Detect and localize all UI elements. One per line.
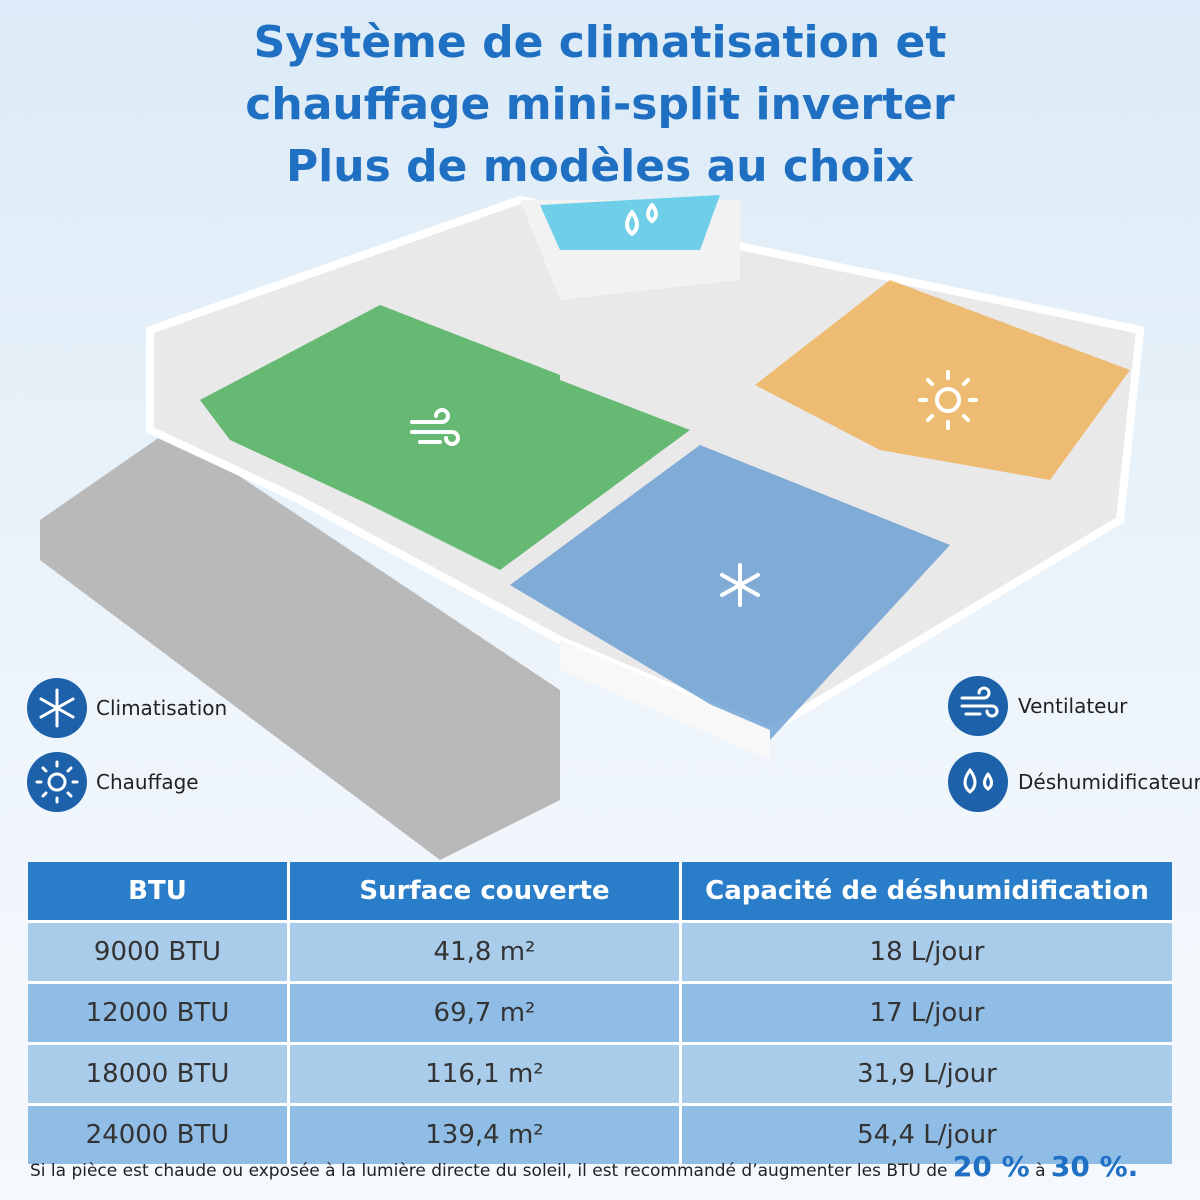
- table-row: 24000 BTU 139,4 m² 54,4 L/jour: [28, 1103, 1172, 1164]
- table-row: 12000 BTU 69,7 m² 17 L/jour: [28, 981, 1172, 1044]
- legend-label: Ventilateur: [1018, 694, 1128, 718]
- footnote-low: 20 %: [952, 1150, 1030, 1183]
- footnote-joiner: à: [1035, 1161, 1046, 1181]
- table-cell: 41,8 m²: [288, 920, 682, 983]
- table-body: 9000 BTU 41,8 m² 18 L/jour 12000 BTU 69,7 m²…: [28, 920, 1172, 1164]
- zone-heat: [755, 280, 1130, 480]
- table-cell: 12000 BTU: [28, 981, 290, 1044]
- title-line: Système de climatisation et: [253, 17, 947, 68]
- table-cell: 24000 BTU: [28, 1103, 290, 1164]
- header-cell: Surface couverte: [288, 862, 682, 922]
- legend-icons: [27, 676, 1008, 812]
- room-icons: [410, 203, 978, 607]
- title: Système de climatisation et chauffage mi…: [0, 12, 1200, 198]
- header-cell: BTU: [28, 862, 290, 922]
- table-row: 18000 BTU 116,1 m² 31,9 L/jour: [28, 1042, 1172, 1105]
- table-cell: 139,4 m²: [288, 1103, 682, 1164]
- table-row: 9000 BTU 41,8 m² 18 L/jour: [28, 920, 1172, 983]
- table-cell: 116,1 m²: [288, 1042, 682, 1105]
- spec-table: BTU Surface couverte Capacité de déshumi…: [28, 862, 1172, 1164]
- footnote-high: 30 %.: [1050, 1150, 1139, 1183]
- zone-dehumidify: [540, 195, 720, 250]
- table-cell: 31,9 L/jour: [680, 1042, 1172, 1105]
- table-header: BTU Surface couverte Capacité de déshumi…: [28, 862, 1172, 922]
- footnote: Si la pièce est chaude ou exposée à la l…: [30, 1150, 1138, 1183]
- footnote-text: Si la pièce est chaude ou exposée à la l…: [30, 1161, 948, 1181]
- legend-label: Déshumidificateur: [1018, 770, 1200, 794]
- table-cell: 17 L/jour: [680, 981, 1172, 1044]
- house-illustration: [40, 195, 1140, 860]
- table-cell: 54,4 L/jour: [680, 1103, 1172, 1164]
- table-cell: 18 L/jour: [680, 920, 1172, 983]
- table-cell: 9000 BTU: [28, 920, 290, 983]
- legend-icon: [35, 686, 999, 804]
- header-cell: Capacité de déshumidification: [680, 862, 1172, 922]
- terrace: [40, 430, 560, 860]
- table-cell: 69,7 m²: [288, 981, 682, 1044]
- title-line: chauffage mini-split inverter: [245, 79, 955, 130]
- wall: [560, 640, 770, 760]
- title-line: Plus de modèles au choix: [285, 141, 915, 192]
- legend-label: Climatisation: [96, 696, 228, 720]
- legend-label: Chauffage: [96, 770, 199, 794]
- table-cell: 18000 BTU: [28, 1042, 290, 1105]
